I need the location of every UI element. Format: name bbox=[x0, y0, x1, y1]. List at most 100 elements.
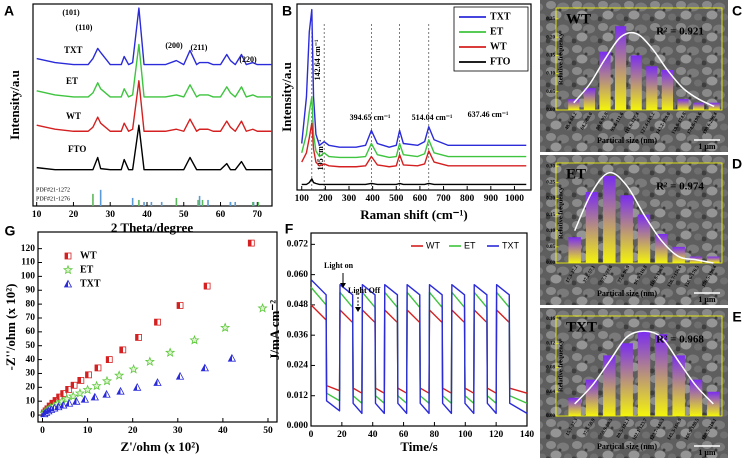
fit-curve bbox=[573, 31, 715, 108]
bar bbox=[672, 246, 685, 263]
peak-label: 394.65 cm⁻¹ bbox=[350, 113, 391, 122]
legend-label: ET bbox=[464, 240, 476, 250]
bar bbox=[599, 51, 611, 110]
y-tick-label: 0.08 bbox=[546, 366, 555, 371]
plot-frame bbox=[32, 3, 273, 207]
x-tick-label: 20 bbox=[337, 430, 347, 440]
x-tick-label: 700 bbox=[436, 194, 451, 204]
data-point bbox=[116, 386, 125, 395]
sample-label: WT bbox=[566, 11, 591, 27]
fit-curve bbox=[574, 330, 714, 405]
y-tick-label: 0.15 bbox=[546, 53, 555, 58]
data-point bbox=[101, 375, 113, 386]
y-tick-label: 0.000 bbox=[287, 421, 309, 431]
plot-frame bbox=[310, 232, 528, 427]
x-tick-label: 500 bbox=[389, 194, 404, 204]
y-axis-label: Intensity/a.u bbox=[7, 70, 22, 140]
y-tick-label: 0.15 bbox=[546, 213, 555, 218]
y-tick-label: 0.20 bbox=[546, 197, 555, 202]
data-point bbox=[200, 363, 210, 372]
x-tick-label: 70 bbox=[253, 210, 263, 220]
arrow-head bbox=[340, 283, 346, 288]
y-tick-label: 120 bbox=[21, 244, 36, 254]
legend-label: FTO bbox=[490, 56, 511, 67]
bar bbox=[655, 334, 668, 416]
series-label: FTO bbox=[68, 144, 86, 154]
fit-curve bbox=[573, 171, 714, 264]
data-point bbox=[80, 394, 90, 403]
bar bbox=[614, 26, 627, 110]
x-tick-label: 800 bbox=[460, 194, 475, 204]
y-tick-label: 50 bbox=[26, 341, 36, 351]
annotation: (101) bbox=[62, 8, 80, 17]
y-axis-label: Relative frequency bbox=[557, 339, 564, 392]
panel-letter: C bbox=[732, 3, 742, 19]
sem-image bbox=[540, 155, 728, 305]
legend-marker bbox=[62, 264, 74, 275]
x-tick-label: 100 bbox=[458, 430, 473, 440]
data-point bbox=[153, 378, 162, 386]
x-tick-label: 80 bbox=[430, 430, 440, 440]
sample-label: TXT bbox=[566, 319, 597, 335]
y-tick-label: 0 bbox=[30, 410, 35, 420]
data-point bbox=[90, 392, 99, 401]
light-arrows bbox=[340, 273, 361, 312]
bar bbox=[568, 99, 580, 110]
bar bbox=[620, 343, 633, 416]
legend-marker bbox=[63, 279, 73, 288]
legend-label: TXT bbox=[490, 11, 511, 22]
x-tick-label: 10 bbox=[32, 210, 42, 220]
x-tick-label: 30 bbox=[173, 426, 183, 436]
y-axis-label: Relative frequency bbox=[557, 32, 564, 85]
x-tick-label: 60 bbox=[216, 210, 226, 220]
x-axis-label: Z'/ohm (x 10²) bbox=[120, 439, 199, 454]
x-tick-label: 200 bbox=[318, 194, 333, 204]
y-tick-label: 0.10 bbox=[546, 72, 555, 77]
x-tick-label: 300 bbox=[342, 194, 357, 204]
data-point bbox=[60, 390, 68, 397]
data-point bbox=[203, 282, 211, 290]
y-tick-label: 0.20 bbox=[546, 35, 555, 40]
data-point bbox=[65, 386, 73, 393]
bar bbox=[603, 175, 616, 263]
data-point bbox=[85, 371, 92, 379]
y-tick-label: 0.072 bbox=[287, 240, 309, 250]
y-tick-label: 0.024 bbox=[287, 361, 309, 371]
data-point bbox=[94, 364, 102, 372]
x-tick-label: 60 bbox=[399, 430, 409, 440]
x-tick-label: 900 bbox=[484, 194, 499, 204]
scale-bar-label: 1 μm bbox=[698, 448, 716, 457]
y-tick-label: 0.25 bbox=[546, 17, 555, 22]
data-point bbox=[257, 302, 268, 313]
series-label: WT bbox=[66, 111, 81, 121]
data-point bbox=[68, 391, 79, 401]
legend-label: TXT bbox=[80, 278, 101, 289]
x-tick-label: 40 bbox=[142, 210, 152, 220]
bar bbox=[661, 69, 674, 110]
data-point bbox=[91, 380, 102, 391]
bar bbox=[707, 391, 720, 416]
y-tick-label: 10 bbox=[26, 396, 36, 406]
bar bbox=[672, 355, 685, 416]
panel-letter: F bbox=[285, 221, 294, 237]
panel-letter: E bbox=[732, 309, 741, 325]
x-axis-label: Time/s bbox=[400, 439, 437, 454]
peak-label: 637.46 cm⁻¹ bbox=[468, 110, 509, 119]
bar bbox=[692, 102, 705, 110]
annotation: (200) bbox=[165, 41, 183, 50]
series-line bbox=[310, 304, 528, 394]
data-point bbox=[247, 239, 255, 247]
y-tick-label: 70 bbox=[26, 313, 36, 323]
y-tick-label: 100 bbox=[21, 272, 36, 282]
series-line bbox=[301, 96, 527, 159]
bar bbox=[630, 55, 642, 110]
annotation: (211) bbox=[191, 43, 208, 52]
data-point bbox=[61, 393, 72, 404]
x-tick-label: 20 bbox=[128, 426, 138, 436]
x-tick-label: 50 bbox=[179, 210, 189, 220]
y-tick-label: 0.16 bbox=[546, 317, 555, 322]
y-tick-label: 60 bbox=[26, 327, 36, 337]
data-point bbox=[176, 302, 184, 309]
panel-letter: D bbox=[732, 156, 742, 172]
